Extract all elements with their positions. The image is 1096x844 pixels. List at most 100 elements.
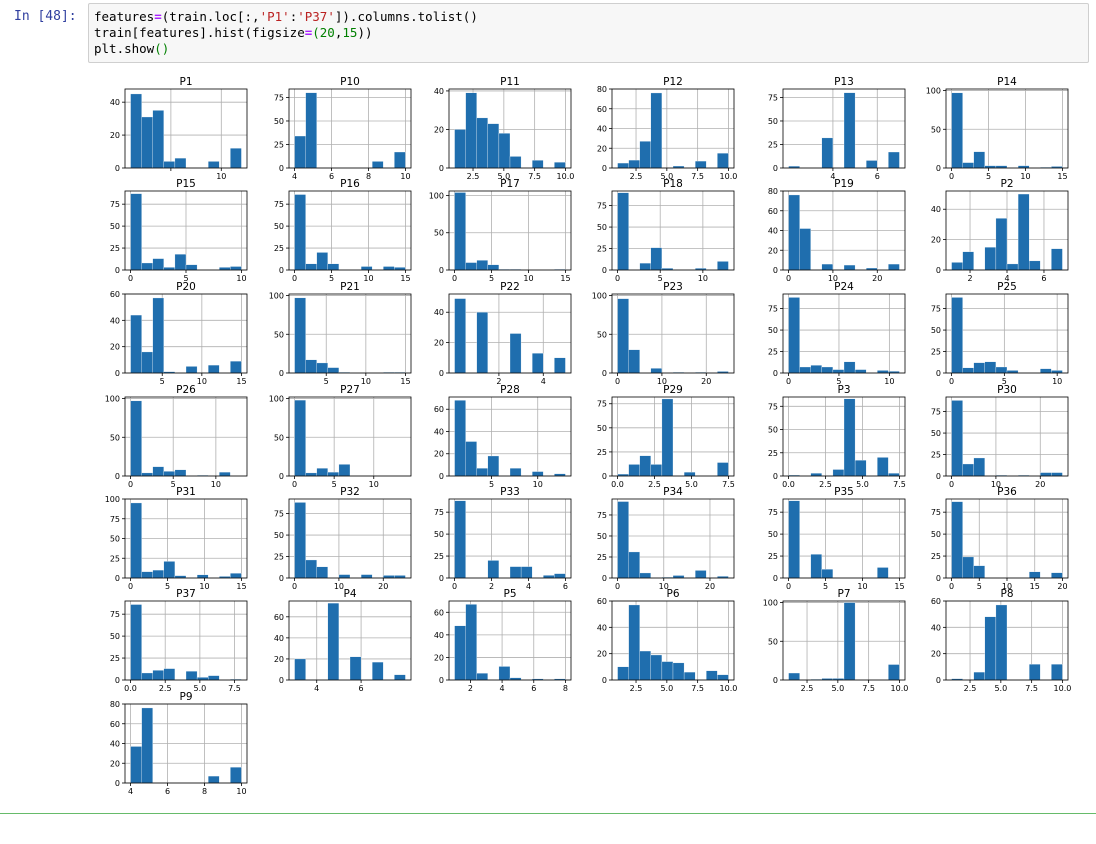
chart-title: P11 bbox=[500, 76, 520, 88]
y-tick-label: 0 bbox=[115, 779, 120, 788]
code-token: )) bbox=[357, 25, 373, 40]
histogram-bar bbox=[454, 129, 466, 169]
histogram-bar bbox=[185, 264, 198, 271]
y-tick-label: 60 bbox=[434, 405, 444, 414]
histogram-bar bbox=[476, 673, 488, 681]
x-tick-label: 5.0 bbox=[660, 684, 673, 693]
y-tick-label: 25 bbox=[274, 553, 284, 562]
x-tick-label: 0 bbox=[786, 582, 791, 591]
x-tick-label: 6 bbox=[1041, 274, 1046, 283]
y-tick-label: 40 bbox=[110, 316, 120, 325]
chart-title: P30 bbox=[997, 384, 1017, 396]
histogram-bar bbox=[316, 252, 328, 271]
y-tick-label: 75 bbox=[768, 402, 778, 411]
x-tick-label: 8 bbox=[563, 684, 568, 693]
y-tick-label: 0 bbox=[439, 574, 444, 583]
y-tick-label: 60 bbox=[434, 608, 444, 617]
histogram-bar bbox=[305, 472, 317, 477]
code-token: plt.show bbox=[94, 41, 155, 56]
axes-frame bbox=[448, 293, 572, 374]
y-tick-label: 25 bbox=[597, 245, 607, 254]
y-tick-label: 25 bbox=[274, 244, 284, 253]
histogram-bar bbox=[532, 471, 544, 477]
histogram-bar bbox=[141, 472, 153, 477]
x-tick-label: 5 bbox=[183, 274, 188, 283]
histogram-bar bbox=[810, 554, 822, 579]
histogram-bar bbox=[465, 441, 477, 477]
histogram-bar bbox=[832, 469, 845, 477]
x-tick-label: 10 bbox=[857, 582, 867, 591]
y-tick-label: 0 bbox=[602, 369, 607, 378]
y-tick-label: 25 bbox=[768, 348, 778, 357]
y-tick-label: 0 bbox=[279, 164, 284, 173]
chart-title: P14 bbox=[997, 76, 1017, 88]
chart-title: P6 bbox=[666, 588, 679, 600]
chart-title: P1 bbox=[179, 76, 192, 88]
y-tick-label: 100 bbox=[592, 292, 607, 301]
x-tick-label: 10.0 bbox=[720, 684, 738, 693]
y-tick-label: 25 bbox=[110, 654, 120, 663]
axes-frame bbox=[945, 88, 1069, 169]
histogram-p37: P37 0 25 50 75 0.0 2.5 5.0 7.5 bbox=[110, 588, 248, 693]
x-tick-label: 20 bbox=[872, 274, 882, 283]
axes-frame bbox=[782, 88, 906, 169]
y-tick-label: 0 bbox=[115, 266, 120, 275]
y-tick-label: 50 bbox=[434, 530, 444, 539]
histogram-bar bbox=[788, 500, 800, 579]
y-tick-label: 50 bbox=[931, 125, 941, 134]
histogram-bar bbox=[639, 141, 651, 169]
code-editor[interactable]: features=(train.loc[:,'P1':'P37']).colum… bbox=[88, 3, 1089, 63]
axes-frame bbox=[448, 88, 572, 169]
x-tick-label: 6 bbox=[875, 172, 880, 181]
y-tick-label: 40 bbox=[434, 308, 444, 317]
x-tick-label: 5 bbox=[1002, 377, 1007, 386]
histogram-bar bbox=[498, 666, 511, 681]
histogram-bar bbox=[639, 650, 651, 681]
y-tick-label: 0 bbox=[936, 472, 941, 481]
code-text[interactable]: features=(train.loc[:,'P1':'P37']).colum… bbox=[94, 9, 478, 57]
axes-frame bbox=[782, 396, 906, 477]
x-tick-label: 5 bbox=[823, 582, 828, 591]
histogram-bar bbox=[476, 468, 488, 477]
y-tick-label: 50 bbox=[110, 433, 120, 442]
histogram-bar bbox=[305, 92, 317, 169]
histogram-p11: P11 0 20 40 2.5 5.0 7.5 10.0 bbox=[434, 76, 575, 181]
histogram-bar bbox=[394, 151, 406, 169]
histogram-bar bbox=[810, 365, 822, 374]
x-tick-label: 0 bbox=[452, 582, 457, 591]
chart-title: P21 bbox=[340, 281, 360, 293]
x-tick-label: 7.5 bbox=[1025, 684, 1038, 693]
chart-title: P5 bbox=[503, 588, 516, 600]
histogram-bar bbox=[454, 400, 466, 477]
y-tick-label: 50 bbox=[931, 326, 941, 335]
histogram-bar bbox=[973, 671, 985, 681]
histogram-bar bbox=[951, 297, 963, 374]
histogram-p17: P17 0 50 100 0 5 10 15 bbox=[429, 178, 572, 283]
histogram-bar bbox=[476, 260, 488, 271]
histogram-bar bbox=[372, 161, 384, 169]
y-tick-label: 50 bbox=[274, 330, 284, 339]
histogram-bar bbox=[383, 266, 395, 271]
x-tick-label: 6 bbox=[563, 582, 568, 591]
chart-title: P17 bbox=[500, 178, 520, 190]
histogram-bar bbox=[877, 457, 889, 477]
x-tick-label: 5 bbox=[324, 377, 329, 386]
x-tick-label: 7.5 bbox=[722, 480, 735, 489]
y-tick-label: 25 bbox=[110, 554, 120, 563]
x-tick-label: 5 bbox=[977, 582, 982, 591]
y-tick-label: 20 bbox=[110, 343, 120, 352]
x-tick-label: 2.5 bbox=[819, 480, 832, 489]
x-tick-label: 4 bbox=[541, 377, 546, 386]
histogram-bar bbox=[628, 464, 640, 477]
axes-frame bbox=[448, 396, 572, 477]
x-tick-label: 5 bbox=[489, 274, 494, 283]
x-tick-label: 5 bbox=[332, 480, 337, 489]
y-tick-label: 75 bbox=[931, 408, 941, 417]
x-tick-label: 15 bbox=[894, 582, 904, 591]
histogram-bar bbox=[294, 399, 306, 477]
histogram-bar bbox=[628, 159, 640, 169]
x-tick-label: 4 bbox=[292, 172, 297, 181]
y-tick-label: 20 bbox=[110, 759, 120, 768]
histogram-bar bbox=[854, 369, 867, 374]
